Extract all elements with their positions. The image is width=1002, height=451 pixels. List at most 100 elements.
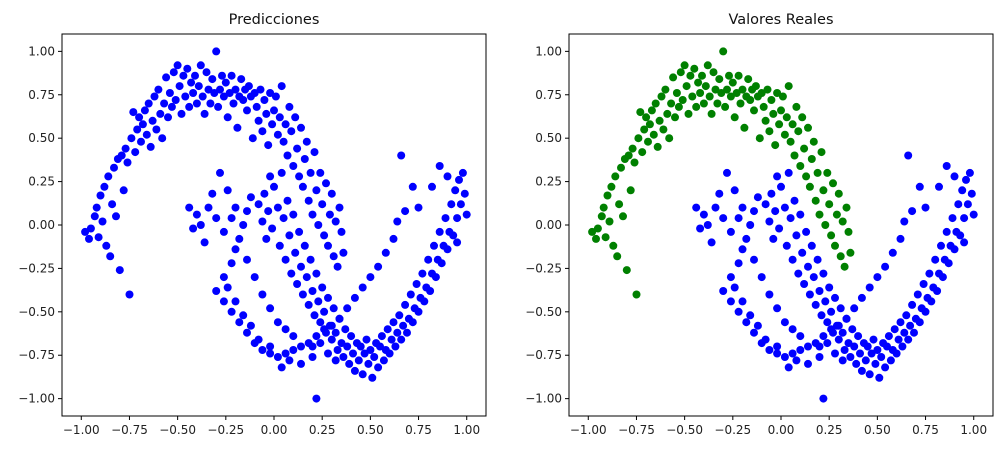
scatter-point bbox=[823, 339, 832, 348]
scatter-point bbox=[339, 353, 348, 361]
y-tick-label: 0.50 bbox=[28, 131, 55, 145]
scatter-point bbox=[129, 108, 138, 117]
scatter-point bbox=[312, 332, 321, 341]
scatter-point bbox=[231, 203, 240, 212]
scatter-point bbox=[938, 273, 947, 282]
scatter-point bbox=[734, 71, 743, 80]
scatter-point bbox=[192, 99, 201, 108]
scatter-point bbox=[86, 224, 95, 233]
scatter-point bbox=[933, 287, 942, 295]
scatter-point bbox=[699, 210, 708, 219]
scatter-point bbox=[786, 137, 795, 146]
scatter-point bbox=[786, 214, 795, 223]
scatter-point bbox=[871, 359, 880, 368]
x-tick-label: −0.50 bbox=[159, 423, 196, 437]
scatter-point bbox=[115, 266, 124, 275]
scatter-point bbox=[320, 325, 329, 334]
x-tick-label: −0.75 bbox=[618, 423, 655, 437]
scatter-point bbox=[765, 127, 774, 136]
scatter-point bbox=[736, 99, 745, 108]
scatter-point bbox=[865, 370, 874, 379]
scatter-point bbox=[796, 332, 805, 341]
scatter-point bbox=[325, 210, 334, 219]
scatter-point bbox=[759, 102, 768, 111]
scatter-point bbox=[780, 353, 789, 361]
scatter-point bbox=[243, 328, 251, 337]
scatter-point bbox=[773, 304, 782, 313]
scatter-point bbox=[881, 363, 890, 372]
x-tick-label: 0.50 bbox=[864, 423, 891, 437]
scatter-point bbox=[360, 349, 369, 358]
scatter-point bbox=[258, 217, 267, 226]
scatter-point bbox=[807, 241, 816, 250]
scatter-point bbox=[237, 75, 246, 84]
scatter-point bbox=[935, 182, 943, 191]
x-tick-label: 0.75 bbox=[405, 423, 432, 437]
scatter-point bbox=[428, 182, 436, 191]
x-tick-label: 0.25 bbox=[816, 423, 843, 437]
scatter-point bbox=[329, 252, 338, 261]
scatter-point bbox=[291, 113, 300, 122]
scatter-point bbox=[196, 221, 205, 229]
scatter-point bbox=[279, 214, 288, 223]
scatter-point bbox=[314, 297, 323, 306]
scatter-point bbox=[260, 189, 269, 198]
scatter-point bbox=[921, 203, 930, 212]
scatter-point bbox=[268, 120, 277, 129]
scatter-point bbox=[397, 151, 406, 160]
scatter-point bbox=[273, 130, 282, 139]
scatter-point bbox=[746, 96, 755, 104]
scatter-point bbox=[258, 127, 267, 136]
scatter-point bbox=[266, 89, 275, 97]
x-tick-label: −0.75 bbox=[111, 423, 148, 437]
scatter-point bbox=[406, 290, 415, 299]
scatter-point bbox=[665, 134, 674, 143]
scatter-point bbox=[98, 217, 107, 226]
scatter-point bbox=[262, 109, 271, 118]
scatter-point bbox=[152, 125, 161, 134]
scatter-point bbox=[738, 297, 747, 306]
scatter-point bbox=[948, 214, 957, 223]
scatter-point bbox=[707, 109, 716, 118]
scatter-point bbox=[150, 92, 159, 101]
scatter-point bbox=[869, 335, 878, 344]
y-tick-label: −0.25 bbox=[525, 261, 562, 275]
scatter-point bbox=[750, 255, 758, 264]
scatter-point bbox=[688, 92, 697, 101]
y-tick-label: 0.00 bbox=[28, 218, 55, 232]
scatter-point bbox=[823, 318, 832, 327]
scatter-point bbox=[761, 200, 770, 209]
scatter-point bbox=[455, 175, 463, 184]
scatter-point bbox=[817, 311, 826, 320]
scatter-point bbox=[777, 182, 785, 191]
scatter-point bbox=[223, 113, 232, 122]
scatter-point bbox=[229, 99, 238, 108]
scatter-point bbox=[734, 259, 743, 268]
scatter-point bbox=[709, 68, 718, 77]
scatter-point bbox=[146, 142, 155, 151]
scatter-point bbox=[350, 293, 359, 302]
scatter-point bbox=[638, 148, 647, 157]
scatter-point bbox=[831, 293, 839, 302]
scatter-point bbox=[165, 89, 174, 97]
scatter-point bbox=[832, 210, 841, 219]
scatter-point bbox=[119, 186, 128, 195]
scatter-point bbox=[613, 252, 622, 261]
scatter-point bbox=[320, 307, 329, 316]
scatter-point bbox=[640, 125, 649, 134]
scatter-point bbox=[268, 224, 277, 233]
x-tick-label: 0.50 bbox=[357, 423, 384, 437]
scatter-point bbox=[389, 234, 398, 243]
scatter-point bbox=[834, 189, 843, 198]
scatter-point bbox=[196, 61, 205, 70]
scatter-point bbox=[316, 339, 325, 348]
scatter-point bbox=[277, 168, 286, 177]
scatter-point bbox=[185, 102, 194, 111]
scatter-point bbox=[861, 356, 870, 365]
scatter-point bbox=[751, 82, 760, 91]
scatter-point bbox=[969, 210, 978, 219]
scatter-point bbox=[246, 321, 255, 330]
scatter-point bbox=[750, 106, 758, 115]
scatter-point bbox=[312, 186, 321, 195]
scatter-point bbox=[435, 162, 444, 170]
